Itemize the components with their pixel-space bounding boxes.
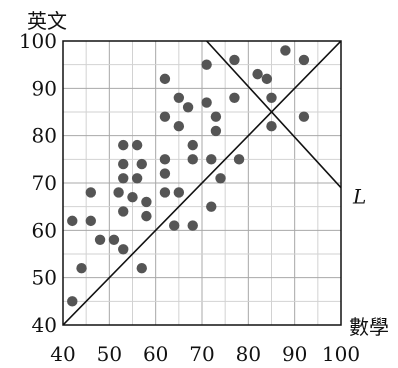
y-axis-title: 英文 xyxy=(27,9,67,33)
data-point xyxy=(252,68,263,80)
data-point xyxy=(118,173,129,184)
data-point xyxy=(76,263,87,274)
data-point xyxy=(67,215,78,227)
data-point xyxy=(131,139,143,151)
data-point xyxy=(118,139,129,151)
data-point xyxy=(159,73,171,85)
data-point xyxy=(229,92,240,104)
data-point xyxy=(136,158,147,170)
data-point xyxy=(173,92,185,104)
data-point xyxy=(261,73,273,85)
y-tick-label: 50 xyxy=(32,266,57,290)
y-tick-label: 40 xyxy=(32,313,57,337)
data-point xyxy=(173,187,185,198)
data-point xyxy=(298,111,310,122)
y-tick-label: 60 xyxy=(32,218,57,242)
data-point xyxy=(210,111,222,122)
data-point xyxy=(215,173,226,184)
data-point xyxy=(118,158,129,170)
data-point xyxy=(266,92,277,104)
y-tick-label: 100 xyxy=(19,29,57,53)
x-tick-label: 100 xyxy=(322,342,360,366)
y-tick-label: 70 xyxy=(32,171,57,195)
x-axis-title: 數學 xyxy=(349,315,389,339)
data-point xyxy=(141,196,152,208)
data-point xyxy=(182,102,194,113)
x-tick-label: 40 xyxy=(50,342,75,366)
data-point xyxy=(201,59,212,70)
data-point xyxy=(113,187,124,198)
data-point xyxy=(67,296,78,307)
diagonal-line xyxy=(63,41,341,325)
x-tick-label: 70 xyxy=(189,342,214,366)
x-tick-label: 80 xyxy=(236,342,261,366)
data-point xyxy=(127,192,138,203)
data-point xyxy=(159,168,171,179)
line-labels: L xyxy=(352,185,366,209)
data-point xyxy=(210,125,222,137)
y-tick-labels: 40 50 60 70 80 90 100 xyxy=(19,29,57,337)
x-tick-label: 50 xyxy=(97,342,122,366)
data-point xyxy=(206,154,217,165)
data-point xyxy=(159,111,171,122)
data-point xyxy=(187,154,198,165)
data-point xyxy=(169,220,180,231)
data-point xyxy=(94,234,106,245)
data-points xyxy=(67,45,310,307)
data-point xyxy=(266,121,277,132)
data-point xyxy=(136,263,147,274)
data-point xyxy=(280,45,291,56)
data-point xyxy=(173,121,185,132)
data-point xyxy=(201,97,212,108)
data-point xyxy=(229,54,240,66)
data-point xyxy=(85,215,97,227)
data-point xyxy=(85,187,97,198)
data-point xyxy=(108,234,120,245)
plot-frame xyxy=(62,40,342,326)
data-point xyxy=(298,54,310,66)
line-l-label: L xyxy=(352,185,366,209)
reference-lines xyxy=(63,41,341,325)
data-point xyxy=(187,220,198,231)
line-l xyxy=(206,41,341,189)
data-point xyxy=(206,201,217,212)
data-point xyxy=(118,244,129,255)
y-tick-label: 80 xyxy=(32,124,57,148)
data-point xyxy=(159,154,171,165)
data-point xyxy=(187,139,198,151)
x-tick-label: 90 xyxy=(282,342,307,366)
data-point xyxy=(131,173,143,184)
x-tick-labels: 40 50 60 70 80 90 100 xyxy=(50,342,360,366)
y-tick-label: 90 xyxy=(32,76,57,100)
data-point xyxy=(141,210,152,222)
x-tick-label: 60 xyxy=(143,342,168,366)
data-point xyxy=(118,206,129,217)
data-point xyxy=(233,154,245,165)
data-point xyxy=(159,187,171,198)
